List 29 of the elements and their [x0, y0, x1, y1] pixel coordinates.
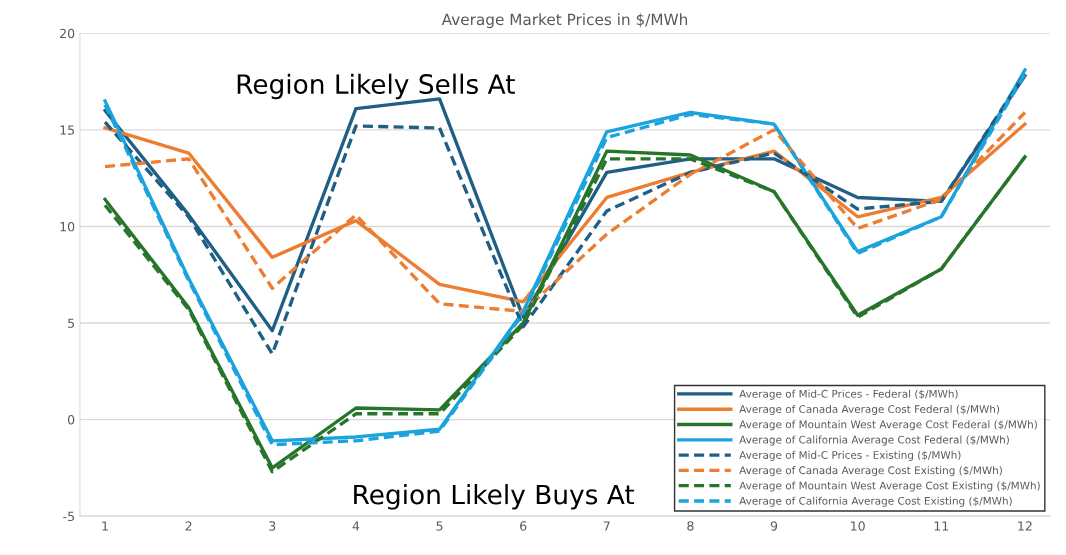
x-tick-label: 9 — [770, 521, 778, 531]
x-tick-label: 12 — [1018, 521, 1032, 531]
y-tick-label: 5 — [68, 318, 74, 328]
legend-label: Average of Mid-C Prices - Federal ($/MWh) — [739, 389, 958, 400]
annotation: Region Likely Buys At — [354, 484, 635, 510]
x-tick-label: 8 — [687, 521, 694, 531]
annotation: Region Likely Sells At — [237, 73, 515, 100]
x-tick-label: 2 — [185, 521, 192, 531]
x-tick-label: 1 — [102, 521, 108, 531]
y-tick-label: 0 — [67, 415, 75, 425]
legend-label: Average of Mountain West Average Cost Federal ($/MWh) — [739, 420, 1037, 431]
x-tick-label: 7 — [603, 521, 610, 531]
x-tick-label: 10 — [851, 521, 865, 531]
legend-label: Average of Mid-C Prices - Existing ($/MWh) — [739, 450, 961, 461]
legend-label: Average of California Average Cost Existing ($/MWh) — [739, 496, 1012, 507]
x-tick-label: 3 — [269, 521, 276, 531]
y-tick-label: -5 — [63, 511, 74, 522]
x-tick-label: 11 — [934, 521, 949, 531]
legend-label: Average of Canada Average Cost Existing ($/MWh) — [739, 466, 1002, 477]
legend-label: Average of Mountain West Average Cost Existing ($/MWh) — [739, 481, 1040, 492]
y-tick-label: 10 — [60, 221, 75, 232]
legend-label: Average of California Average Cost Federal ($/MWh) — [739, 435, 1009, 446]
y-tick-label: 20 — [60, 28, 75, 39]
y-tick-label: 15 — [60, 125, 74, 135]
chart-title: Average Market Prices in $/MWh — [441, 13, 688, 29]
x-tick-label: 5 — [436, 521, 443, 531]
legend-label: Average of Canada Average Cost Federal ($/MWh) — [739, 404, 1000, 416]
x-tick-label: 4 — [352, 521, 360, 531]
x-tick-label: 6 — [520, 521, 527, 531]
